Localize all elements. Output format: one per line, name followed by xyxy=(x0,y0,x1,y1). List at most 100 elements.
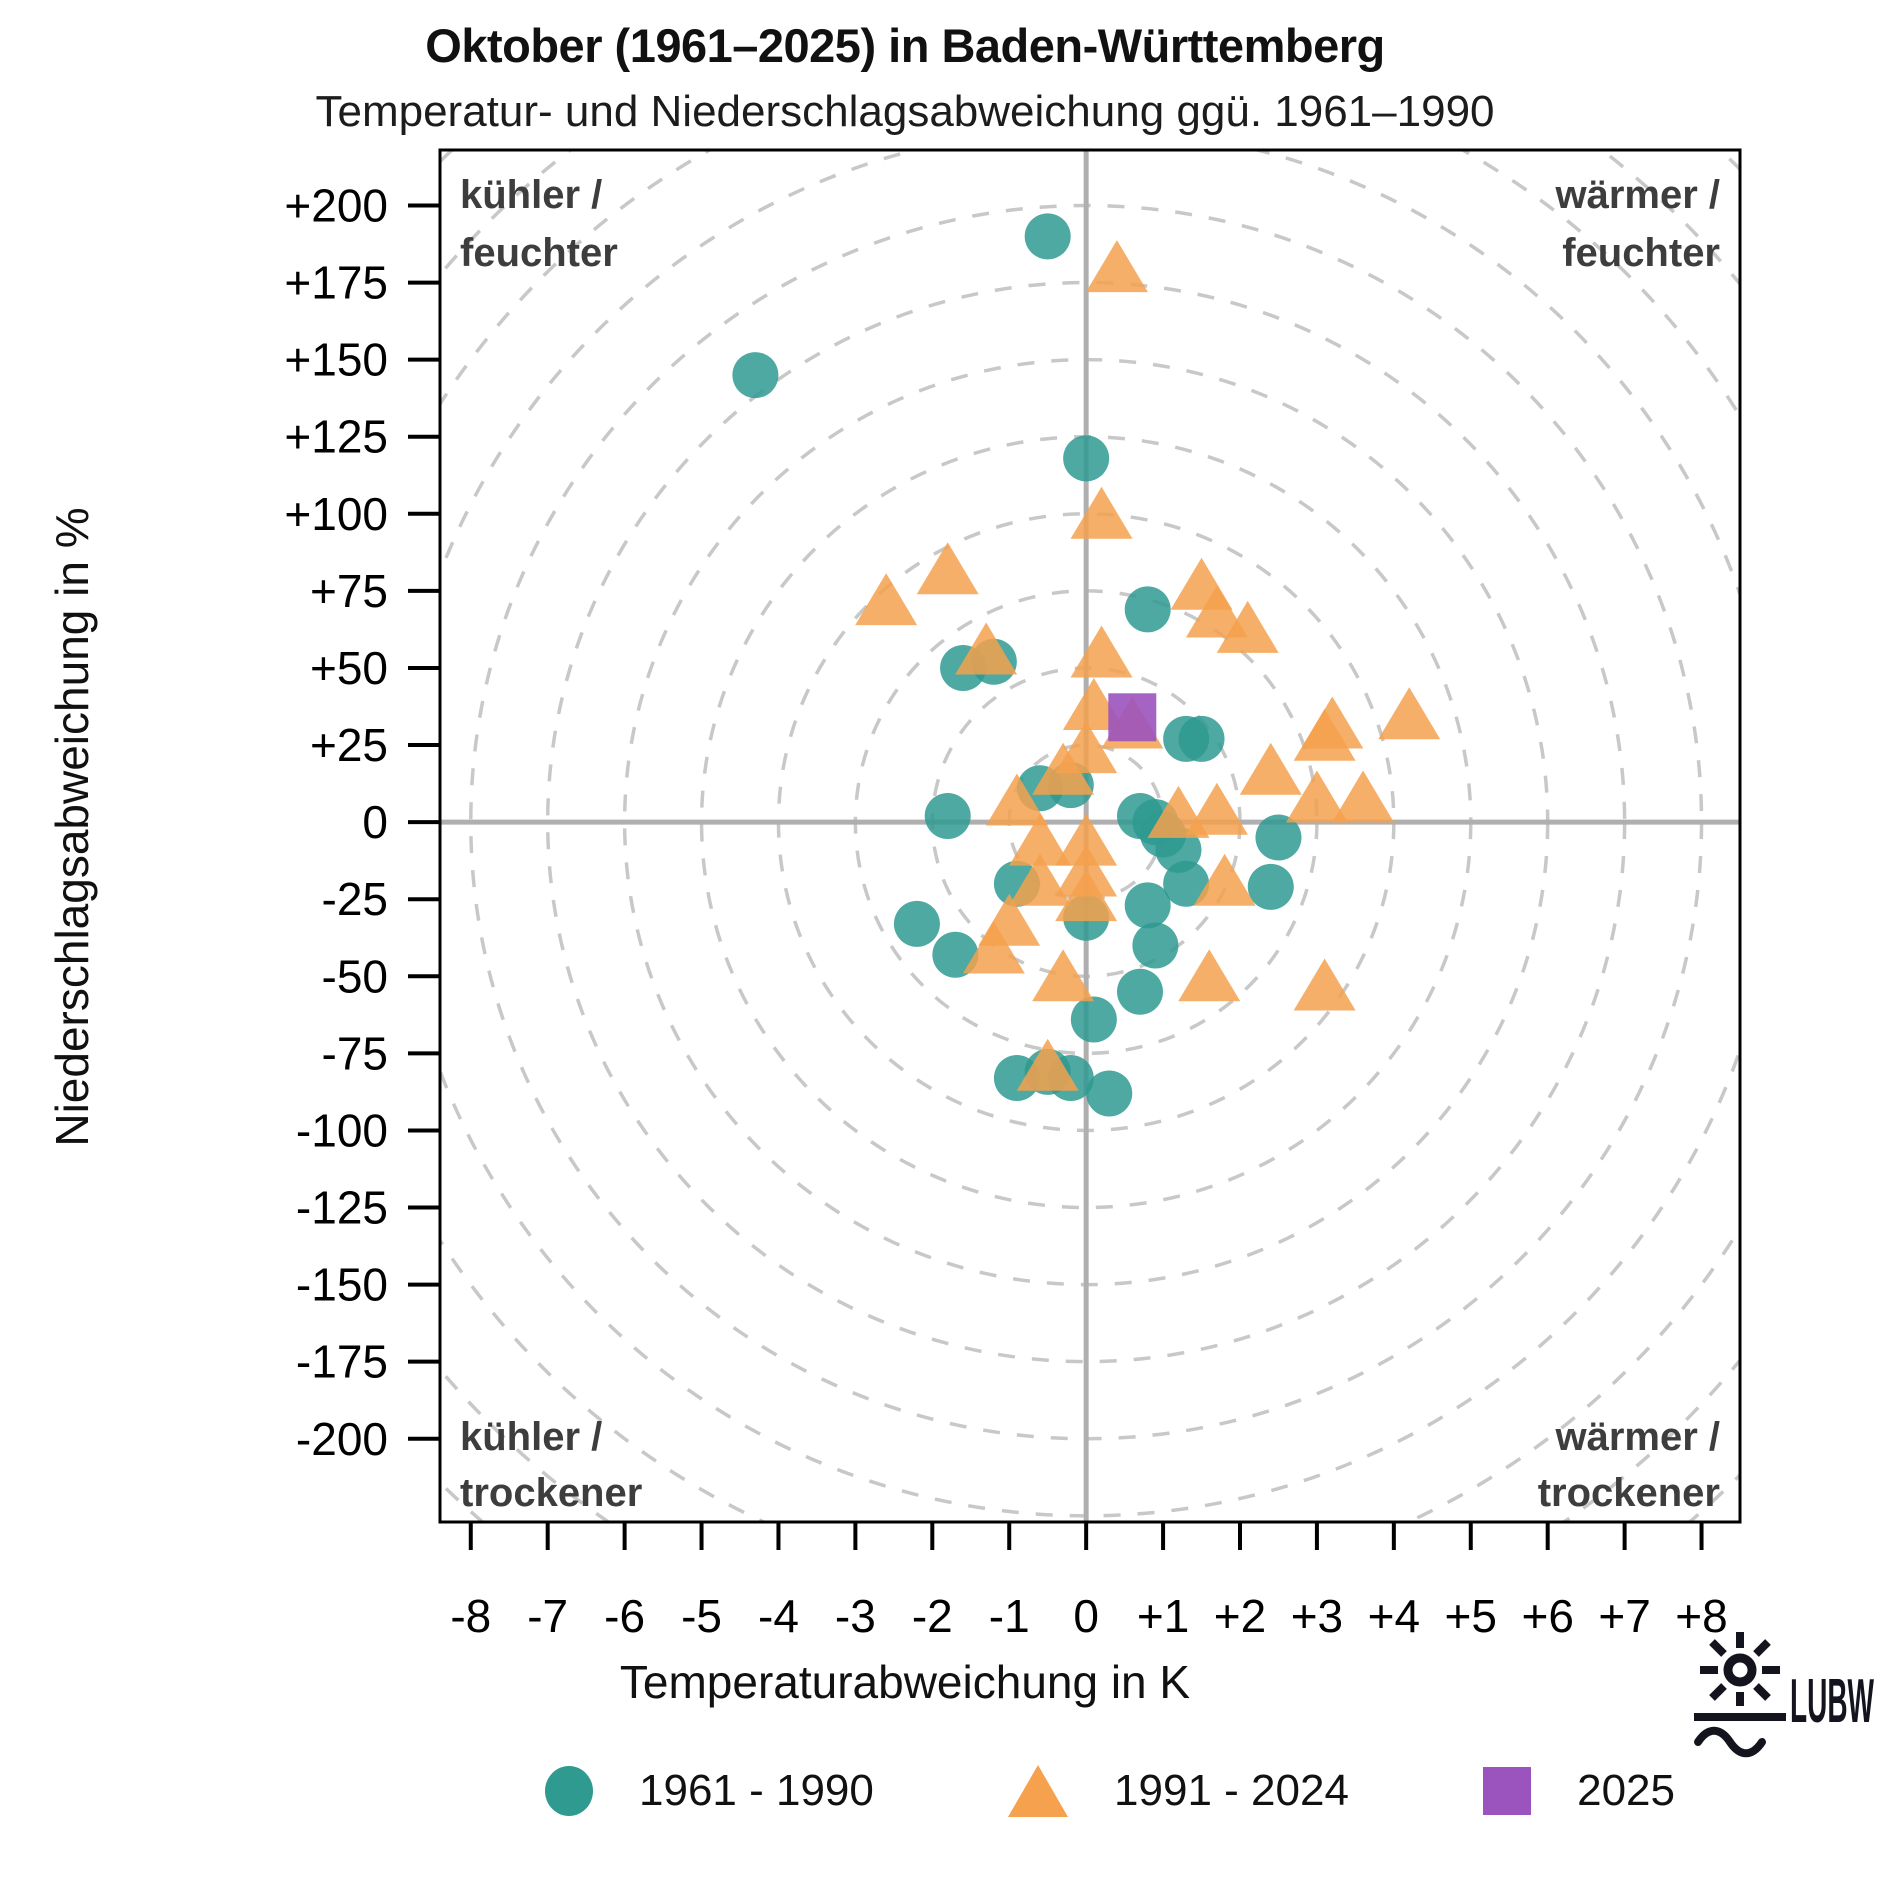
plot-area xyxy=(440,150,1740,1522)
data-point-circle xyxy=(924,792,971,839)
x-tick-label: +6 xyxy=(1521,1590,1573,1642)
y-tick-label: +25 xyxy=(310,719,388,771)
quadrant-label-top_left: feuchter xyxy=(460,231,618,275)
legend-item-2025: 2025 xyxy=(1483,1766,1675,1816)
lubw-logo: LUBW xyxy=(1688,1618,1878,1778)
data-point-circle xyxy=(1132,922,1179,969)
data-point-triangle xyxy=(855,573,918,626)
data-point-circle xyxy=(1124,882,1171,929)
x-tick-label: +4 xyxy=(1368,1590,1420,1642)
sun-icon xyxy=(1723,1653,1757,1687)
data-point-triangle xyxy=(1293,708,1356,761)
x-tick-label: -8 xyxy=(450,1590,491,1642)
wave-icon xyxy=(1694,1726,1766,1758)
data-point-circle xyxy=(1247,863,1294,910)
data-point-triangle xyxy=(955,622,1018,675)
page-subtitle: Temperatur- und Niederschlagsabweichung … xyxy=(315,87,1495,136)
series-1991-2024 xyxy=(855,240,1441,1091)
data-point-circle xyxy=(1124,586,1171,633)
data-point-triangle xyxy=(985,773,1048,826)
y-tick-label: -200 xyxy=(296,1413,388,1465)
x-tick-label: -3 xyxy=(835,1590,876,1642)
chart-header: Oktober (1961–2025) in Baden-Württemberg… xyxy=(0,18,1810,137)
data-point-circle xyxy=(1255,814,1302,861)
data-point-circle xyxy=(1178,715,1225,762)
data-point-triangle xyxy=(1055,869,1118,922)
y-tick-label: -25 xyxy=(322,873,388,925)
legend-item-1991-2024: 1991 - 2024 xyxy=(1008,1765,1349,1817)
x-tick-label: -6 xyxy=(604,1590,645,1642)
y-tick-label: -50 xyxy=(322,950,388,1002)
data-point-triangle xyxy=(1055,813,1118,866)
data-point-triangle xyxy=(1032,949,1095,1002)
y-tick-label: -150 xyxy=(296,1259,388,1311)
y-tick-label: +200 xyxy=(284,179,388,231)
x-tick-label: +7 xyxy=(1598,1590,1650,1642)
y-tick-label: +100 xyxy=(284,488,388,540)
data-point-circle xyxy=(1063,435,1110,482)
x-tick-label: +8 xyxy=(1675,1590,1727,1642)
legend-label: 1991 - 2024 xyxy=(1114,1766,1349,1815)
x-tick-label: -4 xyxy=(758,1590,799,1642)
quadrant-label-top_left: kühler / xyxy=(460,173,602,217)
quadrant-label-bottom_left: kühler / xyxy=(460,1415,602,1459)
data-point-triangle xyxy=(1009,813,1071,866)
legend-label: 2025 xyxy=(1577,1766,1675,1815)
data-point-triangle xyxy=(916,542,979,595)
data-point-triangle xyxy=(962,921,1025,974)
quadrant-label-top_right: wärmer / xyxy=(1554,173,1720,217)
legend: 1961 - 1990 1991 - 2024 2025 xyxy=(545,1765,1675,1817)
data-point-circle xyxy=(1086,1070,1133,1117)
y-tick-label: -75 xyxy=(322,1027,388,1079)
x-tick-label: +5 xyxy=(1445,1590,1497,1642)
data-point-triangle xyxy=(1285,770,1348,823)
data-point-triangle xyxy=(1032,742,1095,795)
x-tick-label: -5 xyxy=(681,1590,722,1642)
y-tick-label: +75 xyxy=(310,565,388,617)
y-tick-label: -100 xyxy=(296,1104,388,1156)
data-point-circle xyxy=(1117,968,1163,1015)
logo-text: LUBW xyxy=(1790,1667,1874,1736)
y-tick-label: +50 xyxy=(310,642,388,694)
x-tick-label: -2 xyxy=(912,1590,953,1642)
circle-marker-icon xyxy=(545,1766,593,1816)
y-tick-label: -175 xyxy=(296,1336,388,1388)
quadrant-label-bottom_right: trockener xyxy=(1538,1471,1720,1515)
data-point-triangle xyxy=(1178,949,1241,1002)
x-tick-label: +3 xyxy=(1291,1590,1343,1642)
data-point-circle xyxy=(732,352,779,399)
data-point-circle xyxy=(932,931,979,978)
y-tick-label: -125 xyxy=(296,1182,388,1234)
data-point-triangle xyxy=(1016,1038,1079,1091)
sun-rays-icon xyxy=(1700,1632,1780,1706)
data-point-triangle xyxy=(1185,585,1248,638)
x-tick-label: 0 xyxy=(1073,1590,1099,1642)
data-point-square xyxy=(1108,693,1157,742)
y-tick-label: 0 xyxy=(362,796,388,848)
data-point-triangle xyxy=(1239,742,1302,795)
data-point-triangle xyxy=(1009,853,1071,906)
data-point-circle xyxy=(1024,213,1071,260)
data-point-triangle xyxy=(1332,770,1395,823)
data-point-triangle xyxy=(1185,782,1248,835)
quadrant-label-bottom_right: wärmer / xyxy=(1554,1415,1720,1459)
triangle-marker-icon xyxy=(1008,1765,1069,1817)
y-tick-label: +175 xyxy=(284,257,388,309)
data-point-triangle xyxy=(1216,600,1279,653)
data-point-triangle xyxy=(1293,958,1356,1011)
data-point-triangle xyxy=(1378,687,1441,740)
quadrant-label-top_right: feuchter xyxy=(1562,231,1720,275)
plot-border xyxy=(438,148,1742,1524)
x-tick-label: -1 xyxy=(989,1590,1030,1642)
data-point-triangle xyxy=(1070,486,1133,539)
x-tick-label: +1 xyxy=(1137,1590,1189,1642)
x-axis-label: Temperaturabweichung in K xyxy=(619,1656,1191,1708)
data-point-triangle xyxy=(1070,625,1133,678)
data-point-triangle xyxy=(1085,240,1148,293)
series-2025 xyxy=(1108,693,1157,742)
data-point-circle xyxy=(893,900,940,947)
data-point-circle xyxy=(1163,860,1210,907)
lubw-logo-graphic: LUBW xyxy=(1694,1632,1874,1758)
y-tick-label: +150 xyxy=(284,334,388,386)
